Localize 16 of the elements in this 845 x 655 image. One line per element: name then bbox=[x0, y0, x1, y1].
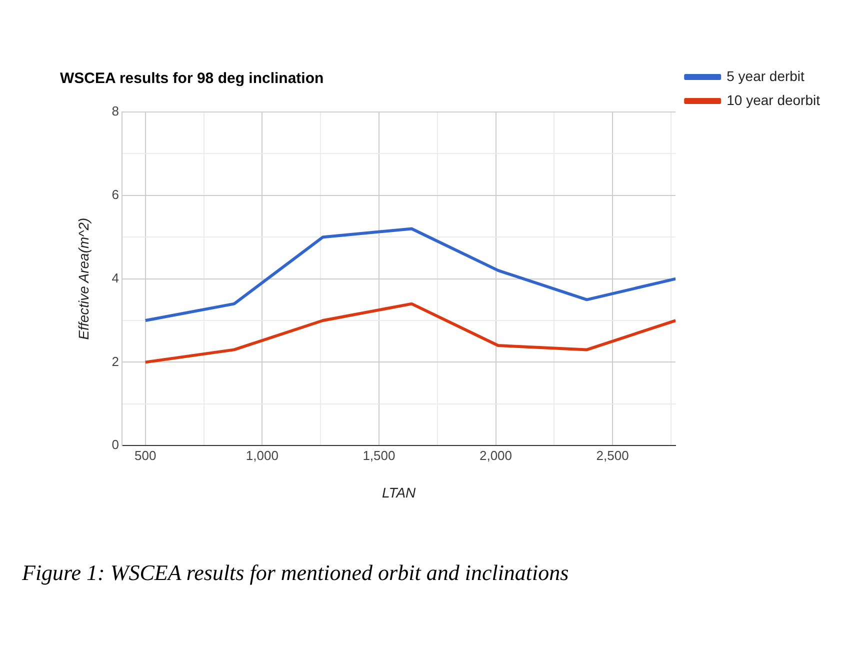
chart-title: WSCEA results for 98 deg inclination bbox=[60, 70, 324, 88]
y-tick-label: 0 bbox=[112, 437, 120, 452]
x-tick-label: 500 bbox=[134, 448, 156, 463]
legend-label: 10 year deorbit bbox=[726, 92, 820, 108]
legend-label: 5 year derbit bbox=[726, 68, 805, 84]
x-axis-title: LTAN bbox=[382, 484, 417, 500]
y-tick-label: 6 bbox=[112, 186, 120, 202]
y-tick-label: 8 bbox=[112, 104, 120, 119]
y-axis-title: Effective Area(m^2) bbox=[75, 218, 92, 340]
x-tick-label: 2,500 bbox=[596, 448, 629, 463]
x-tick-label: 2,000 bbox=[479, 448, 512, 463]
caption: Figure 1: WSCEA results for mentioned orbit and inclinations bbox=[22, 560, 569, 586]
y-tick-label: 4 bbox=[112, 270, 120, 286]
x-tick-label: 1,000 bbox=[246, 448, 278, 463]
y-tick-label: 2 bbox=[112, 354, 120, 369]
x-tick-label: 1,500 bbox=[362, 448, 396, 463]
